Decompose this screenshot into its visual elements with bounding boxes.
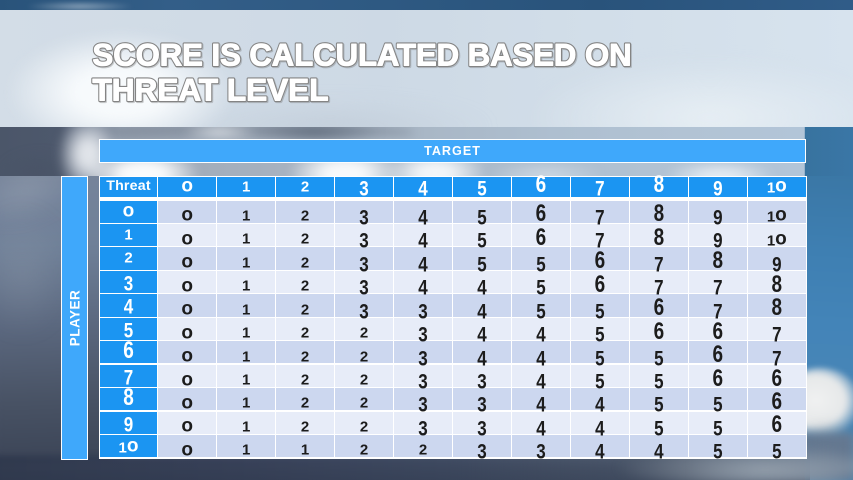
svg-text:SCORE IS CALCULATED BASED ON: SCORE IS CALCULATED BASED ON <box>93 37 632 73</box>
svg-text:SCORE IS CALCULATED BASED ON: SCORE IS CALCULATED BASED ON <box>93 37 632 73</box>
svg-text:THREAT LEVEL: THREAT LEVEL <box>93 72 329 108</box>
svg-text:THREAT LEVEL: THREAT LEVEL <box>93 72 329 108</box>
